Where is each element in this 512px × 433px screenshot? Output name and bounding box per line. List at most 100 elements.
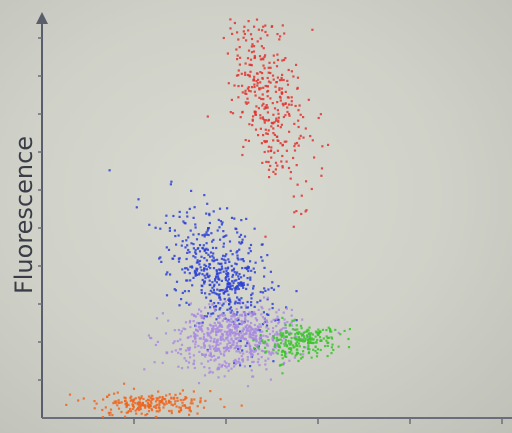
data-point — [295, 210, 298, 213]
data-point — [146, 413, 149, 416]
data-point — [261, 72, 264, 75]
data-point — [208, 323, 212, 326]
data-point — [213, 279, 217, 282]
data-point — [212, 256, 215, 259]
data-point — [261, 93, 264, 96]
data-point — [170, 409, 173, 412]
data-point — [276, 53, 279, 56]
data-point — [253, 305, 256, 308]
data-point — [310, 356, 313, 359]
data-point — [145, 399, 148, 403]
data-point — [213, 283, 216, 286]
data-point — [261, 316, 264, 319]
data-point — [325, 335, 328, 338]
data-point — [289, 171, 292, 174]
data-point — [225, 320, 229, 323]
data-point — [176, 396, 179, 400]
data-point — [170, 396, 173, 399]
data-point — [181, 268, 184, 271]
data-point — [155, 415, 158, 418]
data-point — [196, 259, 199, 262]
data-point — [141, 404, 144, 407]
data-point — [267, 145, 270, 148]
data-point — [217, 262, 220, 265]
data-point — [149, 400, 153, 403]
data-point — [241, 360, 245, 363]
data-point — [248, 325, 251, 328]
data-point — [188, 352, 191, 355]
data-point — [293, 211, 296, 214]
data-point — [184, 349, 188, 352]
data-point — [179, 338, 182, 341]
data-point — [276, 164, 279, 167]
data-point — [196, 405, 199, 408]
data-point — [258, 342, 261, 345]
data-point — [198, 328, 202, 331]
data-point — [225, 272, 228, 275]
data-point — [213, 359, 216, 362]
data-point — [219, 324, 222, 327]
data-point — [241, 320, 244, 324]
data-point — [182, 327, 185, 330]
data-point — [293, 345, 296, 348]
data-point — [173, 396, 176, 399]
data-point — [262, 341, 265, 345]
data-point — [305, 209, 308, 212]
y-axis-label: Fluorescence — [10, 136, 38, 294]
data-point — [219, 342, 222, 345]
data-point — [272, 349, 275, 352]
data-point — [262, 102, 265, 105]
data-point — [243, 338, 246, 341]
data-point — [246, 327, 249, 330]
data-point — [93, 407, 96, 410]
data-point — [325, 339, 328, 342]
data-point — [223, 297, 226, 301]
data-point — [276, 332, 279, 335]
data-point — [181, 240, 184, 243]
data-point — [277, 322, 280, 325]
data-point — [272, 132, 275, 135]
data-point — [216, 327, 219, 330]
data-point — [168, 409, 171, 413]
data-point — [221, 314, 224, 317]
data-point — [241, 84, 244, 87]
data-point — [271, 337, 274, 340]
data-point — [265, 350, 268, 353]
data-point — [180, 330, 183, 333]
data-point — [159, 227, 162, 230]
data-point — [193, 206, 196, 209]
data-point — [138, 402, 141, 405]
data-point — [249, 33, 253, 36]
data-point — [289, 343, 292, 346]
data-point — [261, 323, 264, 326]
data-point — [241, 111, 244, 114]
data-point — [166, 271, 169, 274]
data-point — [229, 345, 232, 348]
data-point — [221, 312, 224, 316]
data-point — [281, 316, 284, 319]
data-point — [226, 52, 229, 55]
data-point — [282, 342, 286, 345]
data-point — [267, 71, 270, 74]
data-point — [298, 104, 301, 107]
data-point — [195, 267, 198, 270]
data-point — [204, 339, 207, 342]
data-point — [296, 328, 299, 331]
data-point — [208, 212, 211, 215]
data-point — [232, 269, 235, 272]
data-point — [269, 164, 272, 167]
data-point — [136, 403, 139, 406]
data-point — [268, 61, 271, 64]
data-point — [102, 398, 105, 401]
data-point — [225, 331, 229, 334]
data-point — [228, 363, 231, 366]
data-point — [253, 83, 256, 86]
data-point — [283, 355, 286, 358]
data-point — [250, 329, 253, 332]
data-point — [255, 105, 258, 108]
data-point — [224, 289, 227, 293]
data-point — [234, 360, 237, 363]
data-point — [181, 389, 184, 392]
data-point — [219, 307, 222, 310]
data-point — [294, 104, 297, 108]
